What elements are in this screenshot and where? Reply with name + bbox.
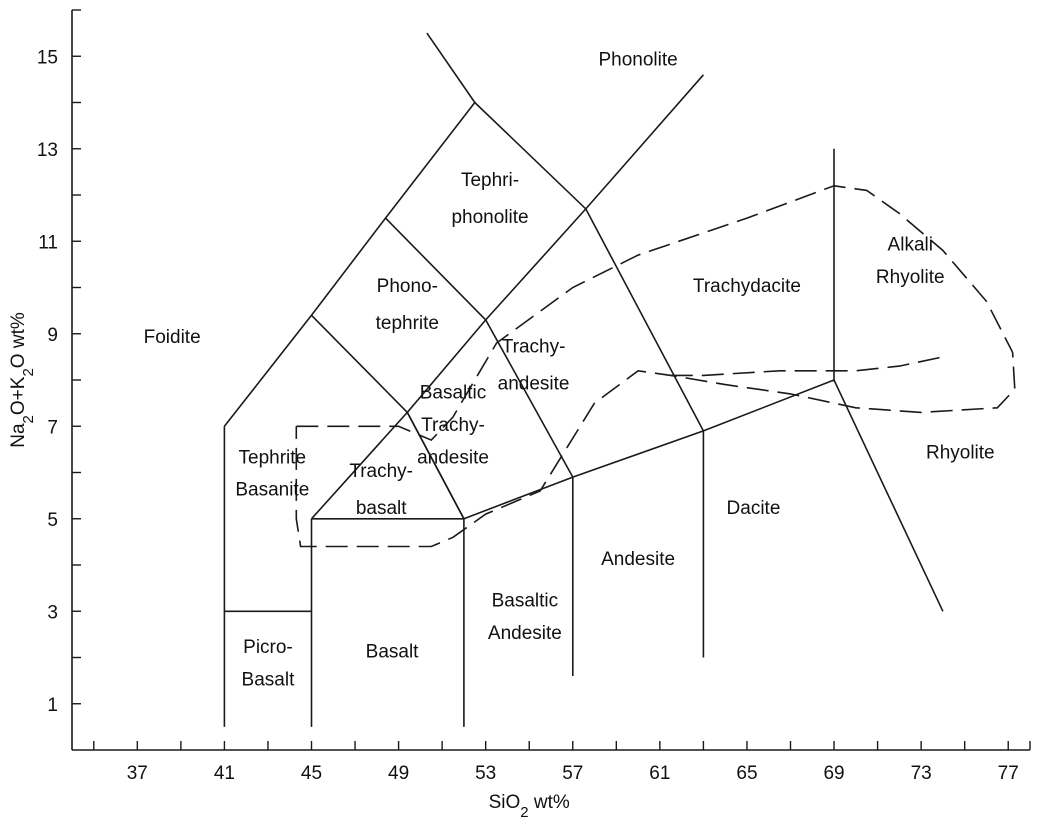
field-label: Trachy- — [421, 415, 485, 436]
boundary-foidite-tephrite-edge — [223, 74, 705, 427]
x-tick-label: 57 — [562, 763, 583, 784]
field-label: Basalt — [366, 642, 420, 663]
x-tick-label: 61 — [649, 763, 670, 784]
field-label: Alkali — [888, 235, 933, 256]
field-label: Trachy- — [502, 336, 566, 357]
sample-field-outline — [295, 184, 1016, 548]
boundary-trachydacite-divider — [585, 208, 705, 432]
y-tick-label: 5 — [47, 510, 58, 531]
field-label: Andesite — [488, 623, 562, 644]
boundary-phonotephrite-tephriphonolite — [384, 217, 487, 321]
field-label: basalt — [356, 498, 407, 519]
field-label: Dacite — [727, 498, 781, 519]
field-label: Tephri- — [461, 170, 519, 191]
x-tick-label: 49 — [388, 763, 409, 784]
boundary-trachybasalt-right — [406, 412, 465, 520]
field-label: Basaltic — [420, 383, 487, 404]
field-label: Rhyolite — [926, 443, 995, 464]
field-label: Rhyolite — [876, 267, 945, 288]
x-tick-label: 73 — [911, 763, 932, 784]
y-tick-label: 9 — [47, 325, 58, 346]
field-boundaries — [223, 32, 944, 727]
field-label: Trachy- — [349, 461, 413, 482]
boundary-basaltic-trachyandesite-boundary — [406, 378, 944, 612]
field-label: phonolite — [451, 207, 528, 228]
boundary-trachybasalt-left — [310, 411, 408, 520]
field-label: andesite — [498, 373, 570, 394]
field-label: Phono- — [377, 276, 438, 297]
x-tick-label: 41 — [214, 763, 235, 784]
boundary-phonolite-upper — [426, 32, 476, 103]
field-labels: Phonolite Tephri-phonolite Phono-tephrite F… — [144, 50, 995, 691]
field-label: Foidite — [144, 327, 201, 348]
field-label: Basanite — [235, 480, 309, 501]
x-tick-label: 37 — [127, 763, 148, 784]
x-tick-label: 77 — [998, 763, 1019, 784]
y-tick-label: 7 — [47, 417, 58, 438]
y-tick-label: 1 — [47, 695, 58, 716]
field-label: andesite — [417, 447, 489, 468]
field-label: Basalt — [242, 669, 296, 690]
y-tick-label: 11 — [38, 232, 58, 253]
x-tick-label: 65 — [736, 763, 757, 784]
x-tick-label: 45 — [301, 763, 322, 784]
field-label: Picro- — [243, 637, 293, 658]
y-tick-label: 3 — [47, 602, 58, 623]
field-label: Basaltic — [492, 591, 559, 612]
field-label: Tephrite — [239, 447, 307, 468]
boundary-tephrite-phonotephrite — [310, 208, 587, 414]
field-label: Andesite — [601, 549, 675, 570]
dashed-field-outline — [295, 184, 1016, 548]
x-tick-label: 53 — [475, 763, 496, 784]
y-tick-label: 13 — [37, 140, 58, 161]
x-axis-title: SiO2 wt% — [489, 792, 570, 818]
x-ticks: 37 41 45 49 53 57 61 65 69 73 77 — [93, 741, 1031, 784]
boundary-trachyandesite-divider — [485, 319, 574, 478]
y-tick-label: 15 — [37, 47, 58, 68]
dashed-field-tail — [670, 356, 944, 377]
y-axis-title: Na2O+K2O wt% — [8, 312, 37, 448]
field-label: Trachydacite — [693, 276, 801, 297]
field-label: tephrite — [376, 313, 439, 334]
x-tick-label: 69 — [823, 763, 844, 784]
field-label: Phonolite — [598, 50, 677, 71]
